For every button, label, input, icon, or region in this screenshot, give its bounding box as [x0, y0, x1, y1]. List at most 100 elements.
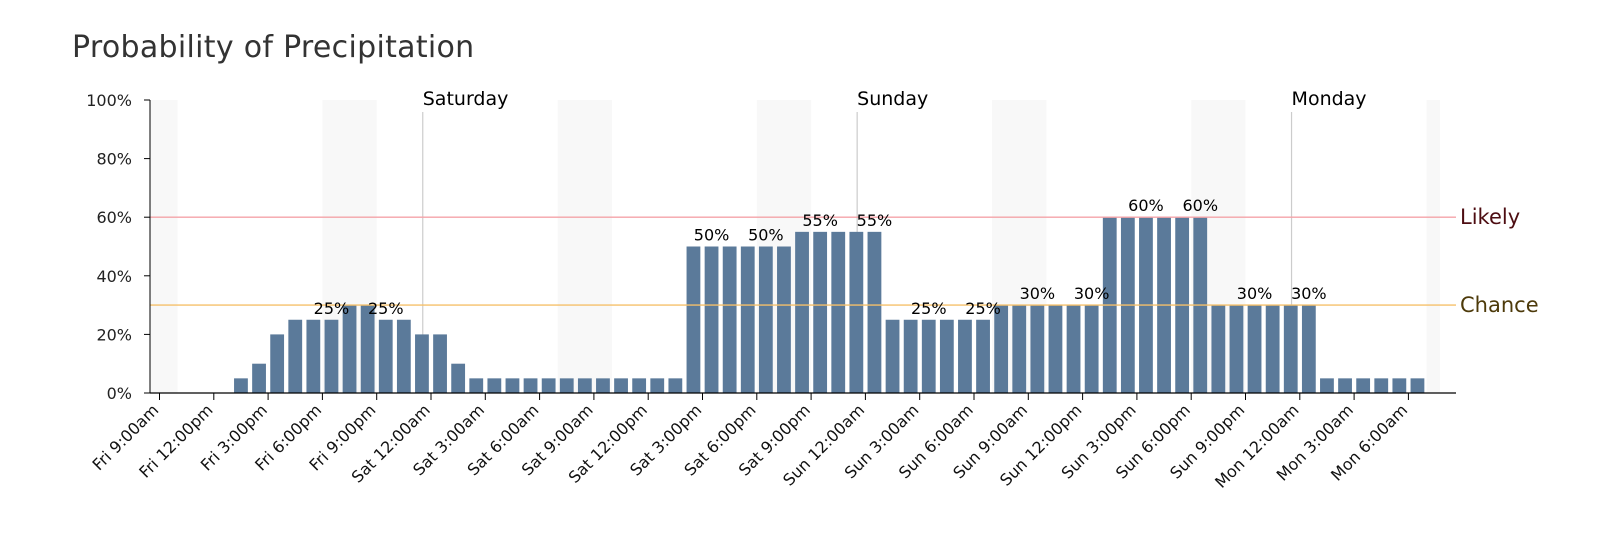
- bar: [903, 319, 918, 393]
- bar: [1392, 378, 1407, 393]
- bar: [252, 363, 266, 393]
- bar: [415, 334, 429, 393]
- bar-value-label: 60%: [1182, 196, 1218, 215]
- bar-value-label: 25%: [911, 299, 947, 318]
- night-band: [1426, 100, 1440, 393]
- bar: [867, 231, 882, 393]
- bar: [831, 231, 846, 393]
- bar: [704, 246, 719, 393]
- bar: [777, 246, 791, 393]
- bar: [596, 378, 610, 393]
- y-tick-label: 60%: [96, 208, 132, 227]
- bar: [1247, 305, 1262, 393]
- bar: [541, 378, 556, 393]
- bar-value-label: 30%: [1074, 284, 1110, 303]
- bar: [722, 246, 737, 393]
- bar-value-label: 30%: [1291, 284, 1327, 303]
- bar-value-label: 55%: [802, 211, 838, 230]
- bar: [795, 231, 809, 393]
- bar: [1283, 305, 1298, 393]
- bar: [1374, 378, 1389, 393]
- bar: [306, 319, 321, 393]
- bar-value-label: 25%: [314, 299, 350, 318]
- bar: [1012, 305, 1027, 393]
- bar: [740, 246, 755, 393]
- bar: [632, 378, 647, 393]
- bar: [324, 319, 339, 393]
- bar: [958, 319, 972, 393]
- bar: [433, 334, 447, 393]
- bar-value-label: 25%: [368, 299, 404, 318]
- bar: [1211, 305, 1226, 393]
- day-label: Sunday: [857, 88, 928, 110]
- y-tick: 0%: [107, 384, 150, 403]
- night-band: [150, 100, 178, 393]
- y-tick-label: 100%: [86, 91, 132, 110]
- y-tick: 100%: [86, 91, 150, 110]
- bar: [1048, 305, 1063, 393]
- bar: [342, 305, 357, 393]
- bar: [813, 231, 828, 393]
- y-tick: 40%: [96, 267, 150, 286]
- bar-value-label: 30%: [1020, 284, 1056, 303]
- night-band: [557, 100, 612, 393]
- bar: [1229, 305, 1244, 393]
- threshold-lines: Likely Chance: [150, 205, 1539, 317]
- bar-value-label: 50%: [694, 226, 730, 245]
- bar-labels: 25% 25% 50% 50% 55% 55% 25% 25% 30% 30% 60% 60% 30% 3…: [314, 196, 1327, 318]
- threshold-label: Chance: [1460, 293, 1539, 317]
- y-tick-label: 80%: [96, 150, 132, 169]
- bar: [487, 378, 502, 393]
- bar: [1338, 378, 1352, 393]
- bar: [1084, 305, 1099, 393]
- bar: [1320, 378, 1334, 393]
- bar: [976, 319, 990, 393]
- bar: [686, 246, 701, 393]
- bar: [451, 363, 466, 393]
- bar: [523, 378, 538, 393]
- bar: [650, 378, 665, 393]
- bar-value-label: 25%: [965, 299, 1001, 318]
- bar: [668, 378, 683, 393]
- bar: [939, 319, 954, 393]
- bar: [1265, 305, 1280, 393]
- day-label: Saturday: [423, 88, 509, 110]
- y-tick-label: 0%: [107, 384, 132, 403]
- y-tick: 60%: [96, 208, 150, 227]
- bar: [758, 246, 773, 393]
- bar: [469, 378, 484, 393]
- bar: [849, 231, 864, 393]
- y-axis: 0% 20% 40% 60% 80% 100%: [86, 91, 151, 403]
- bar: [234, 378, 248, 393]
- bar-value-label: 50%: [748, 226, 784, 245]
- day-label: Monday: [1292, 88, 1367, 110]
- bar: [994, 305, 1009, 393]
- bar-value-label: 60%: [1128, 196, 1164, 215]
- bar-value-label: 30%: [1237, 284, 1273, 303]
- bar: [270, 334, 285, 393]
- bar: [1410, 378, 1425, 393]
- threshold-label: Likely: [1460, 205, 1520, 229]
- bar: [559, 378, 574, 393]
- bar: [378, 319, 393, 393]
- bar: [614, 378, 628, 393]
- bar: [921, 319, 936, 393]
- y-tick: 80%: [96, 150, 150, 169]
- bar: [1301, 305, 1316, 393]
- y-tick-label: 20%: [96, 325, 132, 344]
- bar: [360, 305, 375, 393]
- bar: [1356, 378, 1371, 393]
- y-tick-label: 40%: [96, 267, 132, 286]
- bar: [577, 378, 592, 393]
- bar: [396, 319, 411, 393]
- bar: [505, 378, 520, 393]
- chart-title: Probability of Precipitation: [72, 30, 475, 65]
- bar: [1030, 305, 1045, 393]
- bar: [288, 319, 303, 393]
- bar: [885, 319, 900, 393]
- y-tick: 20%: [96, 325, 150, 344]
- bar-value-label: 55%: [857, 211, 893, 230]
- bar: [1066, 305, 1081, 393]
